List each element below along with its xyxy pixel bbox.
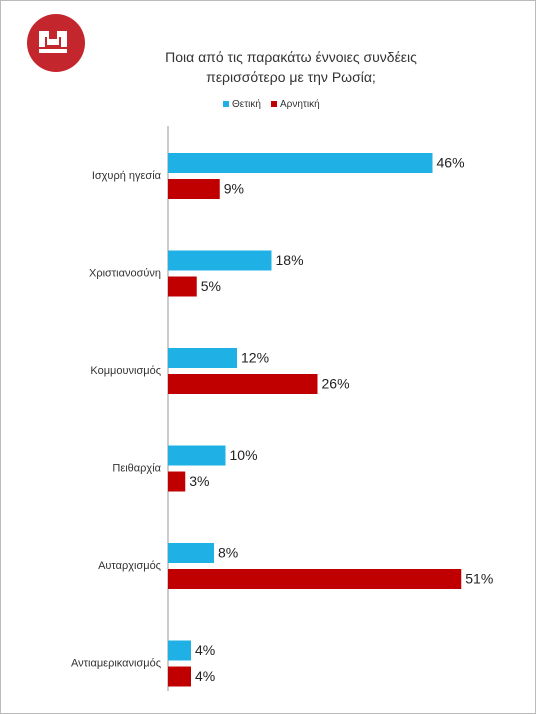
value-label: 4% (195, 642, 215, 658)
bar (168, 348, 237, 368)
category-label: Αυταρχισμός (98, 560, 161, 572)
value-label: 9% (224, 181, 244, 197)
bar (168, 471, 186, 492)
category-label: Πειθαρχία (112, 462, 161, 474)
chart-title: Ποια από τις παρακάτω έννοιες συνδέεις π… (165, 49, 417, 85)
bar (168, 543, 214, 563)
value-label: 26% (322, 376, 350, 392)
category-label: Ισχυρή ηγεσία (92, 170, 162, 182)
bar (168, 374, 318, 394)
category-label: Κομμουνισμός (90, 365, 161, 377)
logo (27, 14, 85, 72)
value-label: 51% (465, 571, 493, 587)
bar (168, 640, 191, 661)
bar (168, 445, 226, 466)
bar (168, 276, 197, 297)
legend-label: Θετική (232, 98, 261, 110)
category-label: Χριστιανοσύνη (89, 267, 161, 279)
value-label: 10% (230, 447, 258, 463)
value-label: 4% (195, 668, 215, 684)
bar (168, 153, 433, 173)
value-label: 8% (218, 545, 238, 561)
value-label: 3% (189, 473, 209, 489)
bar (168, 569, 462, 589)
bar (168, 250, 272, 271)
legend-label: Αρνητική (280, 98, 320, 110)
value-label: 5% (201, 278, 221, 294)
bar (168, 666, 191, 687)
legend-swatch (223, 101, 229, 107)
bar (168, 179, 220, 199)
legend-swatch (271, 101, 277, 107)
value-label: 46% (437, 155, 465, 171)
value-label: 12% (241, 350, 269, 366)
category-label: Αντιαμερικανισμός (71, 657, 161, 669)
value-label: 18% (276, 252, 304, 268)
